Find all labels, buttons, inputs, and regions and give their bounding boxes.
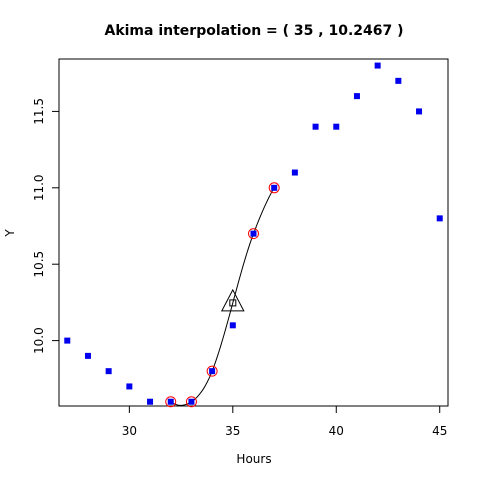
data-point — [209, 368, 216, 375]
x-axis: 30 35 40 45 — [122, 405, 447, 438]
data-point — [291, 169, 298, 176]
data-point — [105, 368, 112, 375]
data-point — [416, 108, 423, 115]
data-point — [395, 77, 402, 84]
data-point — [188, 398, 195, 405]
highlight-circle — [206, 365, 218, 377]
y-tick-label: 10.0 — [32, 327, 46, 354]
akima-curve — [170, 187, 275, 406]
data-point — [84, 352, 91, 359]
data-point — [374, 62, 381, 69]
highlight-circle — [268, 182, 280, 194]
highlight-circle — [165, 396, 177, 408]
y-axis-label: Y — [3, 229, 17, 238]
y-tick-label: 11.5 — [32, 98, 46, 125]
data-points — [64, 62, 443, 405]
data-point — [250, 230, 257, 237]
data-point — [229, 322, 236, 329]
x-tick-label: 35 — [225, 424, 240, 438]
x-tick-label: 45 — [432, 424, 447, 438]
x-tick-label: 30 — [122, 424, 137, 438]
data-point — [436, 215, 443, 222]
y-tick-label: 10.5 — [32, 251, 46, 278]
highlight-circles — [165, 182, 280, 408]
data-point — [333, 123, 340, 130]
data-point — [64, 337, 71, 344]
data-point — [353, 93, 360, 100]
data-point — [312, 123, 319, 130]
interpolated-point — [229, 299, 237, 307]
data-point — [167, 398, 174, 405]
y-axis: 10.0 10.5 11.0 11.5 — [32, 98, 60, 354]
x-tick-label: 40 — [329, 424, 344, 438]
data-point — [271, 184, 278, 191]
chart-title: Akima interpolation = ( 35 , 10.2467 ) — [104, 23, 403, 39]
data-point — [147, 398, 154, 405]
x-axis-label: Hours — [236, 452, 271, 466]
interpolated-point-triangle — [220, 288, 245, 312]
highlight-circle — [248, 228, 259, 240]
data-point — [126, 383, 133, 390]
interpolation-marker — [220, 288, 245, 312]
highlight-circle — [185, 396, 197, 408]
y-tick-label: 11.0 — [32, 174, 46, 201]
